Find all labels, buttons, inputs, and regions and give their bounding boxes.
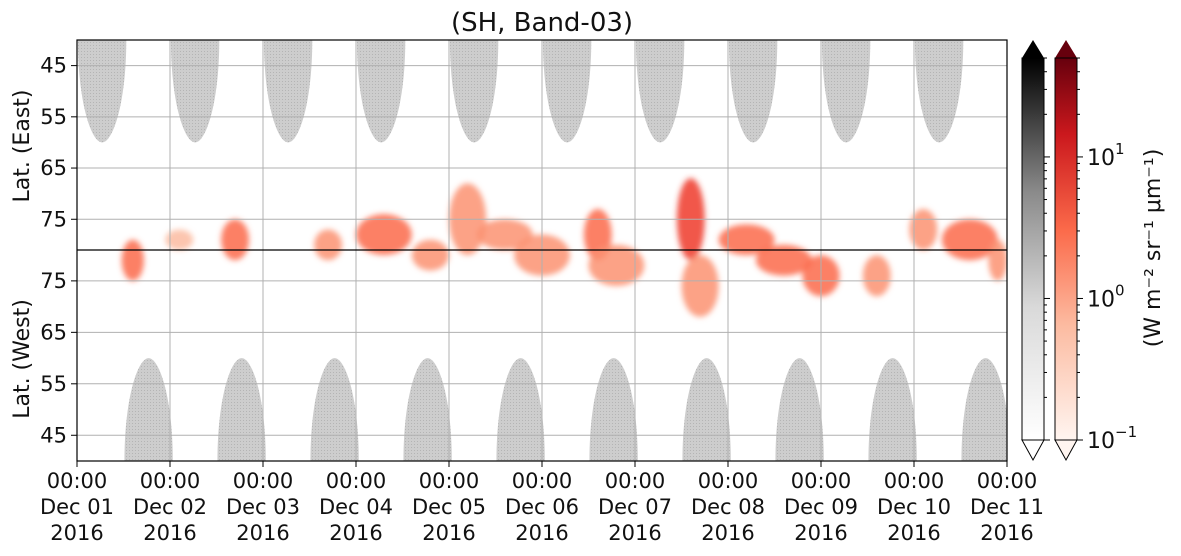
colorbar-tick-label-2: 101: [1087, 140, 1125, 171]
x-tick-label-9-2: 2016: [887, 521, 940, 545]
colorbar-grey-bar: [1021, 57, 1045, 441]
emission-blob-0: [121, 239, 144, 281]
colorbar-grey-extend-min: [1021, 439, 1045, 462]
colorbar-grey: [1021, 40, 1050, 462]
x-tick-label-0-2: 2016: [50, 521, 103, 545]
x-tick-label-0-0: 00:00: [47, 469, 108, 493]
colorbar-red-extend-min: [1054, 439, 1078, 462]
x-tick-label-3-1: Dec 04: [319, 495, 393, 519]
x-tick-label-7-0: 00:00: [698, 469, 759, 493]
colorbar-label: (W m⁻² sr⁻¹ μm⁻¹): [1141, 149, 1166, 348]
colorbar-tick-label-0: 10−1: [1087, 423, 1137, 454]
emission-blob-1: [165, 229, 194, 251]
y-tick-east-0-label: 45: [40, 54, 67, 78]
emission-blob-19: [988, 239, 1007, 281]
x-tick-label-9-0: 00:00: [884, 469, 945, 493]
x-tick-label-8-1: Dec 09: [784, 495, 858, 519]
chart-title: (SH, Band-03): [451, 8, 633, 38]
x-tick-label-3-0: 00:00: [326, 469, 387, 493]
x-tick-label-6-2: 2016: [608, 521, 661, 545]
colorbar-grey-extend-max: [1022, 40, 1044, 58]
y-tick-west-3-label: 45: [40, 423, 67, 447]
x-tick-label-1-0: 00:00: [140, 469, 201, 493]
x-tick-label-1-2: 2016: [143, 521, 196, 545]
x-tick-label-9-1: Dec 10: [877, 495, 951, 519]
emission-blob-13: [718, 224, 775, 256]
emission-blob-4: [356, 214, 412, 256]
colorbar-red: 10−1 100 101: [1054, 40, 1137, 462]
x-tick-label-7-2: 2016: [701, 521, 754, 545]
y-tick-west-2-label: 55: [40, 372, 67, 396]
emission-blob-7: [476, 219, 533, 250]
x-tick-label-7-1: Dec 08: [691, 495, 765, 519]
x-tick-label-6-0: 00:00: [605, 469, 666, 493]
y-label-west: Lat. (West): [10, 299, 35, 419]
x-tick-label-4-0: 00:00: [419, 469, 480, 493]
x-tick-label-10-1: Dec 11: [970, 495, 1044, 519]
x-tick-label-10-0: 00:00: [977, 469, 1038, 493]
x-tick-label-6-1: Dec 07: [598, 495, 672, 519]
emission-blob-16: [862, 255, 891, 297]
emission-blob-3: [314, 229, 343, 261]
x-tick-label-8-2: 2016: [794, 521, 847, 545]
emission-blob-14: [755, 244, 812, 276]
x-tick-label-2-0: 00:00: [233, 469, 294, 493]
x-tick-label-8-0: 00:00: [791, 469, 852, 493]
colorbar-tick-label-1: 100: [1087, 281, 1125, 312]
y-tick-east-2-label: 65: [40, 156, 67, 180]
emission-blob-2: [221, 219, 250, 261]
emission-blob-10: [588, 244, 645, 287]
x-tick-label-5-0: 00:00: [512, 469, 573, 493]
colorbar-red-extend-max: [1055, 40, 1077, 58]
x-tick-label-5-1: Dec 06: [505, 495, 579, 519]
y-label-east: Lat. (East): [10, 90, 35, 203]
x-tick-label-4-2: 2016: [422, 521, 475, 545]
x-tick-label-0-1: Dec 01: [40, 495, 114, 519]
emission-blob-5: [411, 239, 449, 271]
x-tick-label-2-1: Dec 03: [226, 495, 300, 519]
x-tick-label-4-1: Dec 05: [412, 495, 486, 519]
y-tick-west-1-label: 65: [40, 320, 67, 344]
emission-blob-12: [681, 255, 719, 317]
y-tick-east-3-label: 75: [40, 207, 67, 231]
x-tick-label-5-2: 2016: [515, 521, 568, 545]
colorbar-red-bar: [1054, 57, 1078, 441]
y-tick-east-1-label: 55: [40, 105, 67, 129]
y-ticks: 45 55 65 75 75 65 55 45: [40, 54, 77, 447]
y-tick-west-0-label: 75: [40, 269, 67, 293]
x-tick-label-2-2: 2016: [236, 521, 289, 545]
colorbars: 10−1 100 101 (W m⁻² sr⁻¹ μm⁻¹): [1021, 40, 1166, 462]
x-tick-label-3-2: 2016: [329, 521, 382, 545]
x-tick-label-1-1: Dec 02: [133, 495, 207, 519]
x-tick-label-10-2: 2016: [980, 521, 1033, 545]
